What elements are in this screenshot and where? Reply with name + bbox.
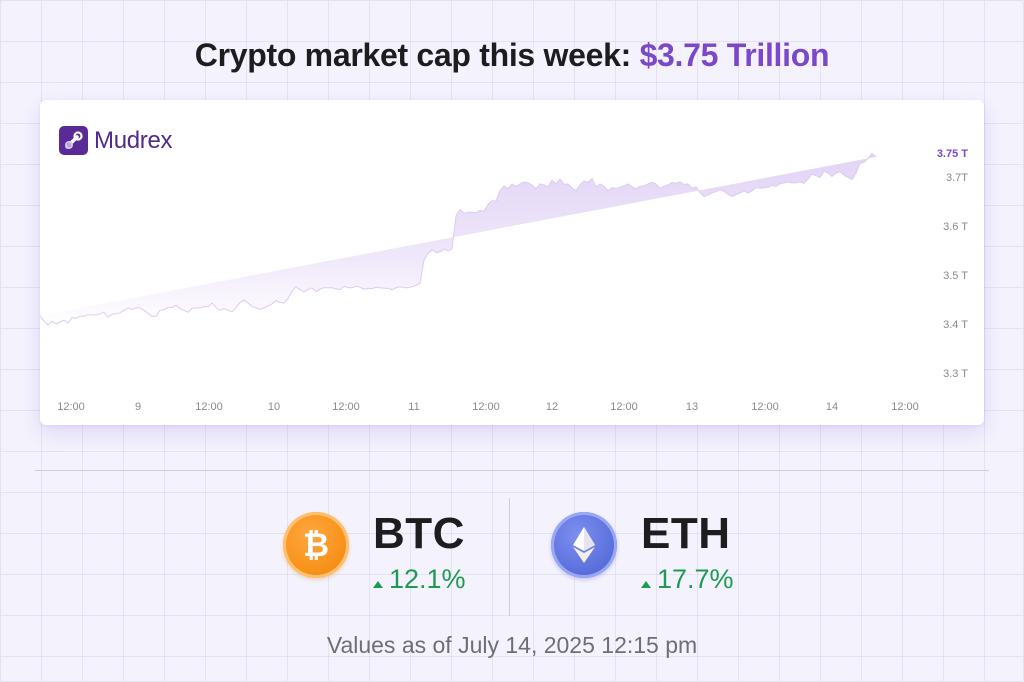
up-arrow-icon	[373, 580, 383, 588]
x-tick-label: 12	[545, 401, 559, 413]
coin-symbol: ETH	[641, 509, 731, 558]
chart-area-fill	[40, 153, 876, 325]
x-tick-label: 12:00	[472, 401, 500, 413]
brand-name: Mudrex	[94, 126, 173, 154]
section-divider	[35, 470, 989, 471]
y-tick-label: 3.4 T	[943, 319, 968, 331]
svg-text:₿: ₿	[303, 527, 329, 563]
coin-change: 12.1%	[373, 565, 466, 593]
chart-card: Mudrex 3.3 T 3.4 T 3.5 T 3.6 T 3.7T 3.75 T 12…	[40, 100, 984, 425]
coin-divider	[509, 498, 510, 616]
timestamp-note: Values as of July 14, 2025 12:15 pm	[326, 632, 698, 658]
y-tick-label: 3.6 T	[943, 221, 968, 233]
up-arrow-icon	[641, 580, 651, 588]
bitcoin-icon: ₿	[283, 512, 349, 578]
coin-btc: ₿ BTC 12.1%	[283, 512, 466, 593]
coin-change: 17.7%	[641, 565, 734, 593]
coin-eth: ETH 17.7%	[551, 512, 734, 593]
x-tick-label: 14	[825, 401, 839, 413]
x-tick-label: 11	[408, 401, 420, 413]
current-value-label: 3.75 T	[936, 147, 968, 160]
market-cap-value: $3.75 Trillion	[639, 37, 830, 73]
x-tick-label: 9	[134, 401, 142, 413]
x-tick-label: 12:00	[891, 401, 919, 413]
x-tick-label: 12:00	[751, 401, 779, 413]
mudrex-logo: Mudrex	[59, 126, 173, 155]
x-tick-label: 10	[267, 401, 281, 413]
ethereum-icon	[551, 512, 617, 578]
y-tick-label: 3.3 T	[943, 368, 968, 380]
page-title: Crypto market cap this week: $3.75 Trill…	[0, 37, 1024, 74]
mudrex-logo-icon	[59, 126, 88, 155]
x-tick-label: 12:00	[332, 401, 360, 413]
y-tick-label: 3.5 T	[943, 270, 968, 282]
x-tick-label: 12:00	[195, 401, 223, 413]
title-prefix: Crypto market cap this week:	[194, 37, 640, 73]
y-tick-label: 3.7T	[945, 172, 968, 184]
x-tick-label: 12:00	[610, 401, 638, 413]
market-cap-area-chart	[40, 152, 877, 326]
coin-change-value: 17.7%	[657, 564, 734, 594]
x-tick-label: 13	[685, 401, 699, 413]
chart-line	[40, 152, 877, 326]
coin-symbol: BTC	[373, 509, 465, 558]
coin-change-value: 12.1%	[389, 564, 466, 594]
x-tick-label: 12:00	[57, 401, 85, 413]
